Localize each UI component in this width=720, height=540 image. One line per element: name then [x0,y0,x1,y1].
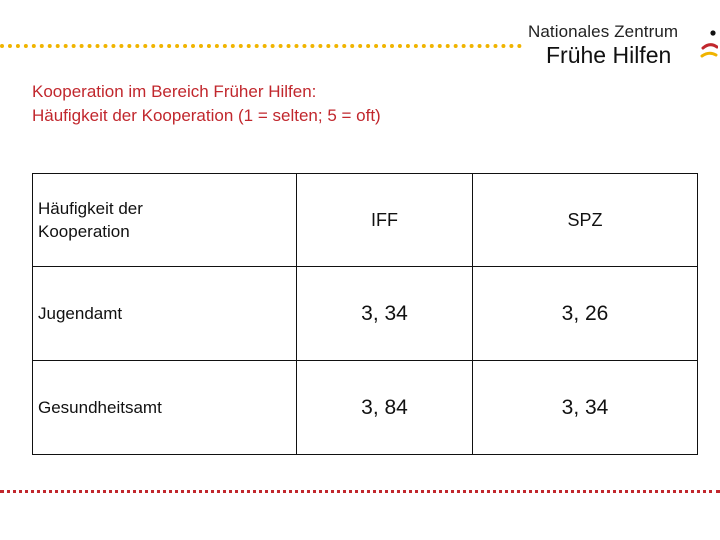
logo-mark-stroke-gold [700,51,718,58]
nzfh-logo: Nationales Zentrum Frühe Hilfen [526,20,720,72]
slide-title: Kooperation im Bereich Früher Hilfen: Hä… [32,80,381,128]
cell-spz-gesundheitsamt: 3, 34 [472,360,698,455]
header-label-cell: Häufigkeit der Kooperation [32,173,297,267]
slide-title-line2: Häufigkeit der Kooperation (1 = selten; … [32,106,381,125]
logo-mark-stroke-red [701,43,718,50]
row-label-jugendamt: Jugendamt [32,266,297,361]
cell-iff-gesundheitsamt: 3, 84 [296,360,473,455]
logo-text-line1: Nationales Zentrum [528,22,679,41]
row-label-gesundheitsamt: Gesundheitsamt [32,360,297,455]
logo-text-line2: Frühe Hilfen [546,42,672,68]
cooperation-table: Häufigkeit der Kooperation IFF SPZ Jugen… [32,173,698,455]
logo-mark-dot-black [710,30,716,36]
header-iff: IFF [296,173,473,267]
table-row: Gesundheitsamt 3, 84 3, 34 [32,360,698,455]
header-label-line2: Kooperation [38,222,130,241]
table-header-row: Häufigkeit der Kooperation IFF SPZ [32,173,698,267]
table-row: Jugendamt 3, 34 3, 26 [32,266,698,361]
top-dotted-rule [0,44,522,48]
header-label-line1: Häufigkeit der [38,199,143,218]
cell-spz-jugendamt: 3, 26 [472,266,698,361]
slide-title-line1: Kooperation im Bereich Früher Hilfen: [32,82,317,101]
cell-iff-jugendamt: 3, 34 [296,266,473,361]
bottom-dotted-rule [0,490,720,493]
logo-mark-icon [700,30,718,58]
header-spz: SPZ [472,173,698,267]
